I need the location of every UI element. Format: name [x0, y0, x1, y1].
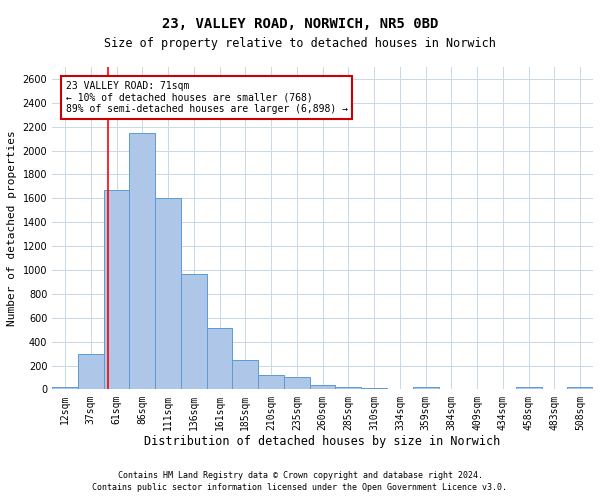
Bar [439, 389, 464, 390]
Text: Contains HM Land Registry data © Crown copyright and database right 2024.: Contains HM Land Registry data © Crown c… [118, 471, 482, 480]
Bar [155, 198, 181, 390]
Bar [181, 274, 206, 390]
Bar [542, 389, 567, 390]
Bar [310, 384, 335, 390]
Bar [104, 190, 130, 390]
Bar [206, 328, 232, 390]
Text: 23 VALLEY ROAD: 71sqm
← 10% of detached houses are smaller (768)
89% of semi-det: 23 VALLEY ROAD: 71sqm ← 10% of detached … [65, 82, 347, 114]
Text: Contains public sector information licensed under the Open Government Licence v3: Contains public sector information licen… [92, 484, 508, 492]
Bar [130, 132, 155, 390]
Bar [78, 354, 104, 390]
Bar [52, 387, 78, 390]
Bar [258, 375, 284, 390]
Bar [232, 360, 258, 390]
Bar [464, 389, 490, 390]
Bar [387, 389, 413, 390]
X-axis label: Distribution of detached houses by size in Norwich: Distribution of detached houses by size … [145, 435, 501, 448]
Text: 23, VALLEY ROAD, NORWICH, NR5 0BD: 23, VALLEY ROAD, NORWICH, NR5 0BD [162, 18, 438, 32]
Bar [567, 387, 593, 390]
Text: Size of property relative to detached houses in Norwich: Size of property relative to detached ho… [104, 38, 496, 51]
Bar [335, 387, 361, 390]
Bar [284, 378, 310, 390]
Bar [361, 388, 387, 390]
Y-axis label: Number of detached properties: Number of detached properties [7, 130, 17, 326]
Bar [413, 387, 439, 390]
Bar [516, 387, 542, 390]
